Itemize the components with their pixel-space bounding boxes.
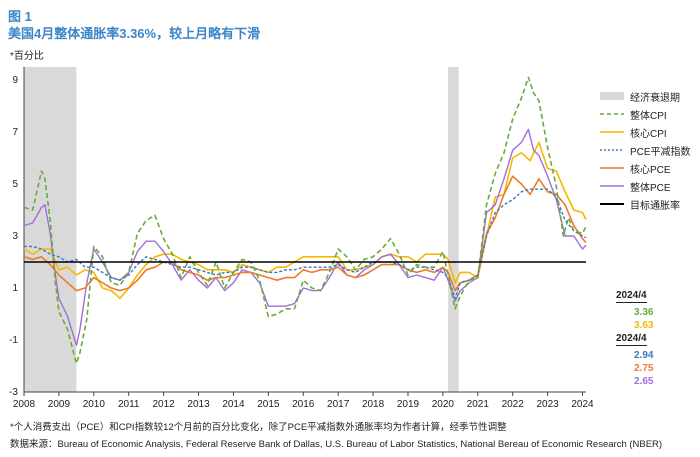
legend-swatch-target [600, 198, 624, 210]
y-tick-label-5: 5 [12, 179, 18, 190]
x-tick-label-2011: 2011 [118, 399, 140, 410]
x-tick-label-2024: 2024 [571, 399, 594, 410]
legend-label-target: 目标通胀率 [630, 200, 680, 212]
legend-item-target: 目标通胀率 [600, 195, 691, 213]
series-line-core-pce [23, 175, 587, 292]
y-tick-label--1: -1 [9, 335, 18, 346]
x-tick-label-2020: 2020 [432, 399, 455, 410]
latest-date-2: 2024/4 [616, 333, 647, 346]
footnote: *个人消费支出（PCE）和CPI指数较12个月前的百分比变化，除了PCE平减指数… [10, 422, 507, 433]
legend-item-core-cpi: 核心CPI [600, 123, 691, 141]
x-tick-label-2012: 2012 [153, 399, 176, 410]
recession-band-1 [448, 67, 459, 392]
data-source-note: 数据来源：Bureau of Economic Analysis, Federa… [10, 439, 663, 450]
x-tick-label-2016: 2016 [292, 399, 315, 410]
x-tick-label-2008: 2008 [13, 399, 36, 410]
unit-label: *百分比 [10, 51, 44, 62]
legend-item-pce-deflator: PCE平减指数 [600, 141, 691, 159]
legend-item-core-pce: 核心PCE [600, 159, 691, 177]
legend-item-recession: 经济衰退期 [600, 87, 691, 105]
latest-pce-deflator-value: 2.94 [634, 350, 654, 361]
chart-title: 美国4月整体通胀率3.36%，较上月略有下滑 [8, 26, 261, 41]
x-tick-label-2009: 2009 [48, 399, 71, 410]
legend-swatch-core-pce [600, 162, 624, 174]
figure-label: 图 1 [8, 9, 32, 24]
legend-label-recession: 经济衰退期 [630, 92, 680, 104]
latest-date-1: 2024/4 [616, 290, 647, 303]
x-tick-label-2013: 2013 [187, 399, 210, 410]
series-line-pce [23, 128, 587, 346]
legend-swatch-core-cpi [600, 126, 624, 138]
legend-label-core-pce: 核心PCE [630, 164, 671, 176]
x-tick-label-2014: 2014 [222, 399, 245, 410]
y-tick-label-9: 9 [12, 75, 18, 86]
x-tick-label-2015: 2015 [257, 399, 280, 410]
x-tick-label-2017: 2017 [327, 399, 350, 410]
latest-core-pce-value: 2.75 [634, 363, 654, 374]
legend-swatch-pce-deflator [600, 144, 624, 156]
legend-swatch-recession [600, 90, 624, 102]
series-line-core-cpi [23, 141, 587, 300]
x-tick-label-2019: 2019 [397, 399, 420, 410]
legend-item-cpi: 整体CPI [600, 105, 691, 123]
y-tick-label-7: 7 [12, 127, 18, 138]
latest-core-cpi-value: 3.63 [634, 320, 654, 331]
y-tick-label-3: 3 [12, 231, 18, 242]
legend-swatch-cpi [600, 108, 624, 120]
legend-label-cpi: 整体CPI [630, 110, 667, 122]
x-tick-label-2022: 2022 [502, 399, 525, 410]
series-line-pce-deflator [24, 188, 587, 300]
legend-swatch-pce [600, 180, 624, 192]
y-tick-label--3: -3 [9, 387, 18, 398]
x-tick-label-2021: 2021 [467, 399, 490, 410]
legend-label-core-cpi: 核心CPI [630, 128, 667, 140]
latest-pce-value: 2.65 [634, 376, 654, 387]
x-tick-label-2023: 2023 [536, 399, 559, 410]
chart-legend: 经济衰退期整体CPI 核心CPI PCE平减指数 核心PCE 整体PCE 目标通胀率 [600, 87, 691, 213]
series-line-cpi [23, 76, 587, 365]
x-tick-label-2018: 2018 [362, 399, 385, 410]
latest-values-group-2: 2024/4 2.94 2.75 2.65 [616, 333, 653, 388]
legend-label-pce-deflator: PCE平减指数 [630, 146, 691, 158]
latest-cpi-value: 3.36 [634, 307, 654, 318]
latest-values-group-1: 2024/4 3.36 3.63 [616, 290, 653, 332]
x-tick-label-2010: 2010 [83, 399, 106, 410]
y-tick-label-1: 1 [12, 283, 18, 294]
legend-label-pce: 整体PCE [630, 182, 671, 194]
legend-item-pce: 整体PCE [600, 177, 691, 195]
